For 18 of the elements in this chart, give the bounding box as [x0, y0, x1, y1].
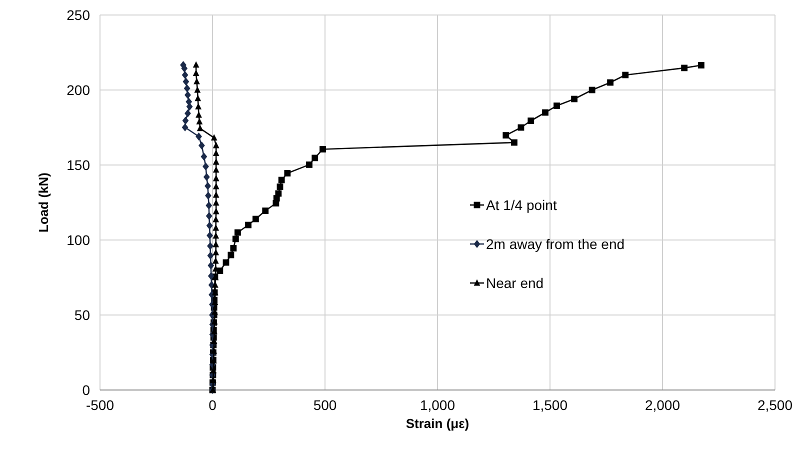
x-tick-label: 0	[208, 397, 217, 413]
x-tick-label: 2,500	[757, 397, 793, 413]
y-tick-label: 50	[74, 307, 90, 323]
x-tick-label: -500	[86, 397, 114, 413]
y-tick-label: 250	[66, 7, 90, 23]
y-axis-title: Load (kN)	[36, 172, 51, 232]
legend-label: At 1/4 point	[486, 197, 557, 213]
y-tick-label: 0	[82, 382, 90, 398]
legend-label: 2m away from the end	[486, 236, 625, 252]
y-tick-label: 150	[66, 157, 90, 173]
legend-label: Near end	[486, 275, 544, 291]
x-axis-title: Strain (με)	[406, 416, 470, 431]
y-tick-label: 200	[66, 82, 90, 98]
x-tick-label: 1,500	[532, 397, 568, 413]
y-tick-label: 100	[66, 232, 90, 248]
x-tick-label: 500	[313, 397, 337, 413]
x-tick-label: 1,000	[420, 397, 456, 413]
x-tick-label: 2,000	[644, 397, 680, 413]
